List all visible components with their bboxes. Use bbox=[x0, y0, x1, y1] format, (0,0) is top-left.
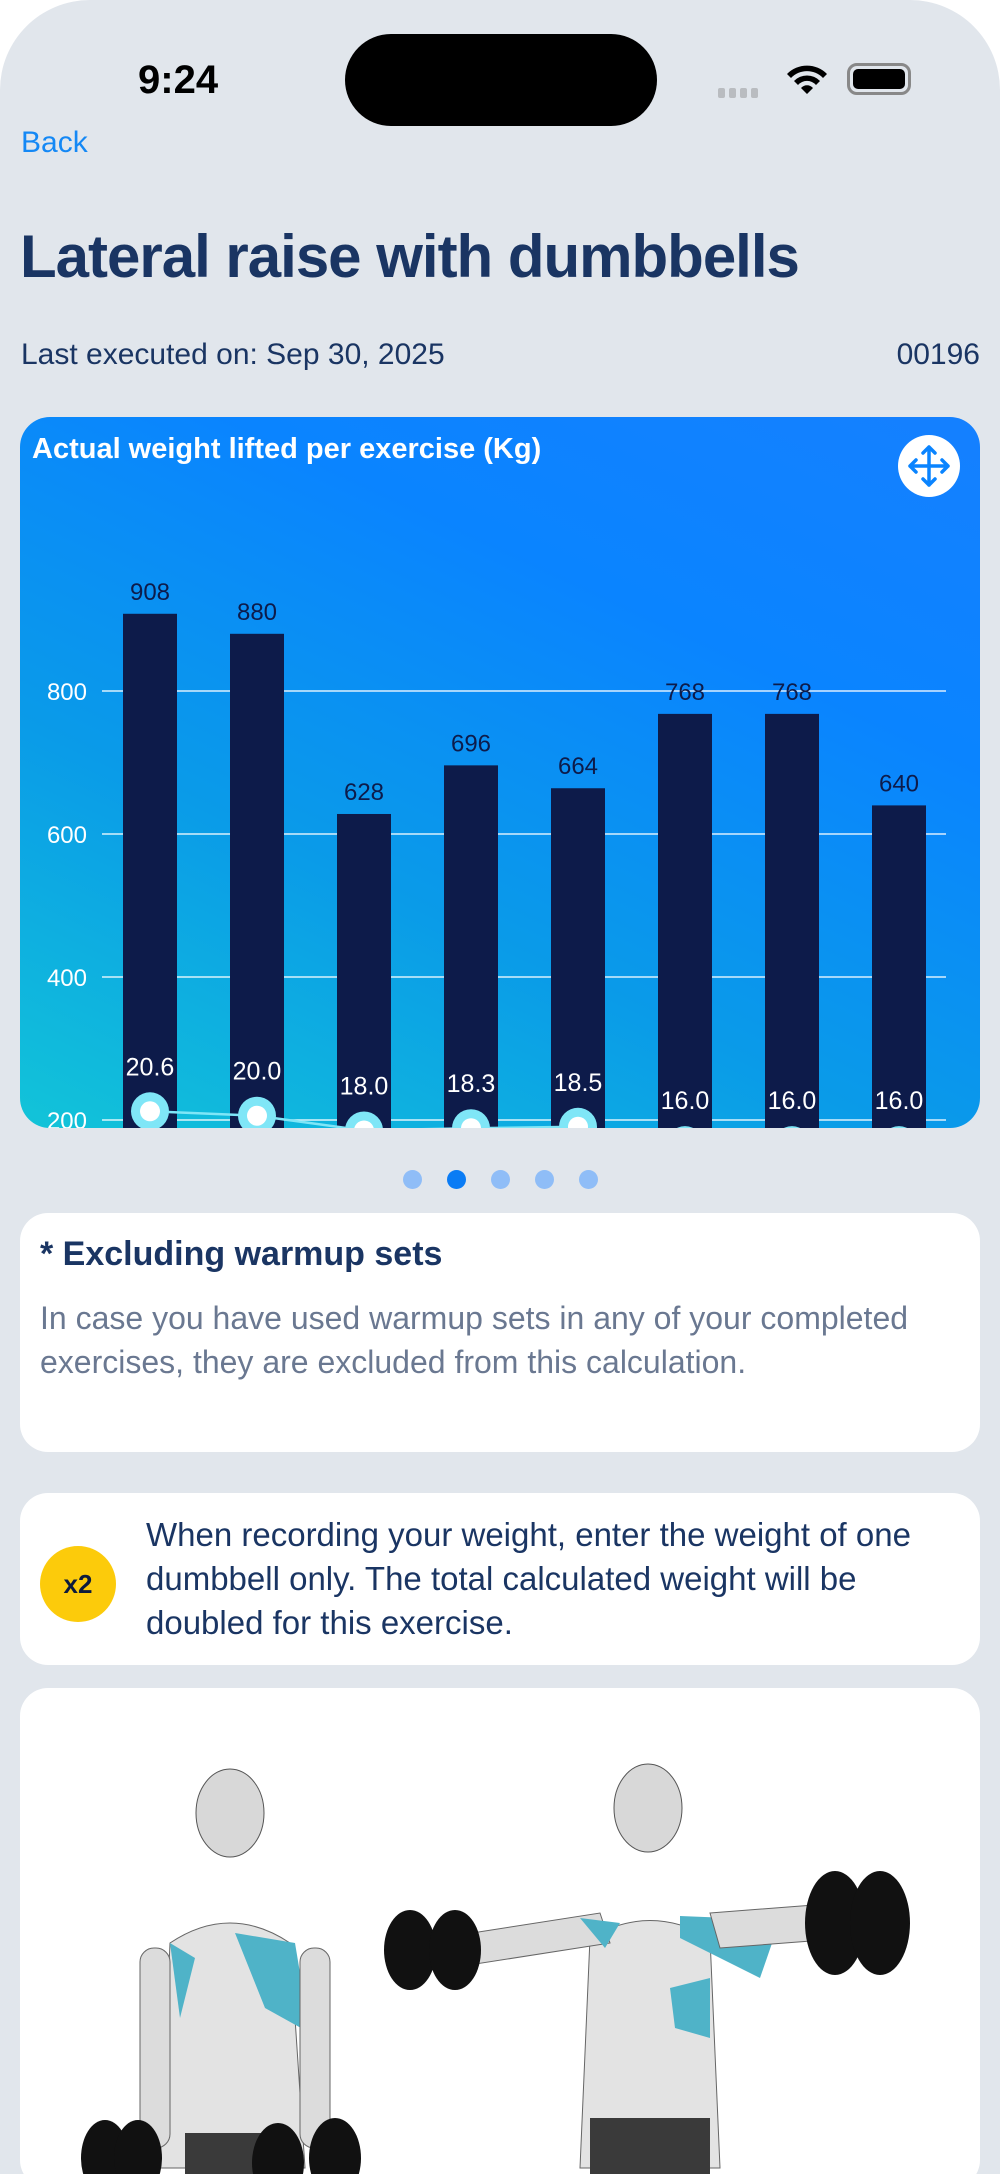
bar bbox=[444, 765, 498, 1128]
x2-badge: x2 bbox=[40, 1546, 116, 1622]
page-title: Lateral raise with dumbbells bbox=[20, 223, 800, 290]
note-title: * Excluding warmup sets bbox=[40, 1235, 443, 1273]
page-indicator[interactable] bbox=[0, 1170, 1000, 1189]
average-value-label: 18.0 bbox=[340, 1072, 389, 1100]
average-point bbox=[345, 1111, 383, 1128]
average-value-label: 16.0 bbox=[875, 1087, 924, 1115]
dynamic-island bbox=[345, 34, 657, 126]
y-tick-label: 800 bbox=[47, 679, 87, 706]
note-body: In case you have used warmup sets in any… bbox=[40, 1300, 909, 1380]
page-dot[interactable] bbox=[534, 1170, 554, 1189]
average-value-label: 18.3 bbox=[447, 1070, 496, 1098]
page-dot[interactable] bbox=[490, 1170, 510, 1189]
bar-value-label: 908 bbox=[130, 579, 170, 606]
y-tick-label: 400 bbox=[47, 965, 87, 992]
exercise-code: 00196 bbox=[896, 338, 980, 371]
y-tick-label: 600 bbox=[47, 822, 87, 849]
average-value-label: 20.0 bbox=[233, 1058, 282, 1086]
page-dot[interactable] bbox=[578, 1170, 598, 1189]
average-value-label: 16.0 bbox=[661, 1087, 710, 1115]
bar bbox=[872, 805, 926, 1128]
bar-value-label: 664 bbox=[558, 753, 598, 780]
bar-value-label: 628 bbox=[344, 779, 384, 806]
bar bbox=[765, 713, 819, 1128]
average-value-label: 20.6 bbox=[126, 1053, 175, 1081]
figure-start-position bbox=[81, 1768, 361, 2174]
page-dot[interactable] bbox=[402, 1170, 422, 1189]
bar bbox=[230, 633, 284, 1128]
bar-value-label: 640 bbox=[879, 770, 919, 797]
figure-raised-position bbox=[384, 1763, 910, 2174]
average-point-center bbox=[140, 1101, 160, 1122]
exercise-illustration bbox=[81, 1763, 910, 2174]
chart-title: Actual weight lifted per exercise (Kg) bbox=[32, 433, 542, 465]
tip-card: x2 When recording your weight, enter the… bbox=[20, 1493, 980, 1665]
chart-card[interactable]: 020040060080090810/3/2588062810/3/256966… bbox=[20, 417, 980, 1128]
battery-icon bbox=[847, 63, 911, 95]
status-time: 9:24 bbox=[138, 58, 219, 102]
expand-arrows-icon[interactable] bbox=[898, 435, 960, 497]
average-point bbox=[890, 1126, 908, 1128]
bar-value-label: 696 bbox=[451, 730, 491, 757]
average-point bbox=[676, 1126, 694, 1128]
exercise-illustration-card bbox=[20, 1688, 980, 2174]
page-dot[interactable] bbox=[446, 1170, 466, 1189]
average-point-center bbox=[247, 1105, 267, 1126]
bar-value-label: 768 bbox=[772, 679, 812, 706]
average-point-center bbox=[568, 1116, 588, 1128]
bar bbox=[658, 713, 712, 1128]
bar bbox=[337, 813, 391, 1128]
back-button[interactable]: Back bbox=[21, 126, 88, 159]
average-value-label: 16.0 bbox=[768, 1087, 817, 1115]
cellular-signal-icon bbox=[718, 88, 758, 98]
bar-value-label: 768 bbox=[665, 679, 705, 706]
y-tick-label: 200 bbox=[47, 1108, 87, 1128]
bar bbox=[551, 788, 605, 1128]
chart: 020040060080090810/3/2588062810/3/256966… bbox=[47, 579, 946, 1128]
note-card: * Excluding warmup sets In case you have… bbox=[20, 1213, 980, 1452]
tip-text: When recording your weight, enter the we… bbox=[146, 1516, 911, 1641]
average-point-center bbox=[354, 1120, 374, 1128]
wifi-icon bbox=[787, 65, 827, 94]
last-executed: Last executed on: Sep 30, 2025 bbox=[21, 338, 445, 371]
average-point-center bbox=[461, 1118, 481, 1128]
bar-value-label: 880 bbox=[237, 599, 277, 626]
average-value-label: 18.5 bbox=[554, 1069, 603, 1097]
average-point bbox=[783, 1126, 801, 1128]
bar bbox=[123, 613, 177, 1128]
